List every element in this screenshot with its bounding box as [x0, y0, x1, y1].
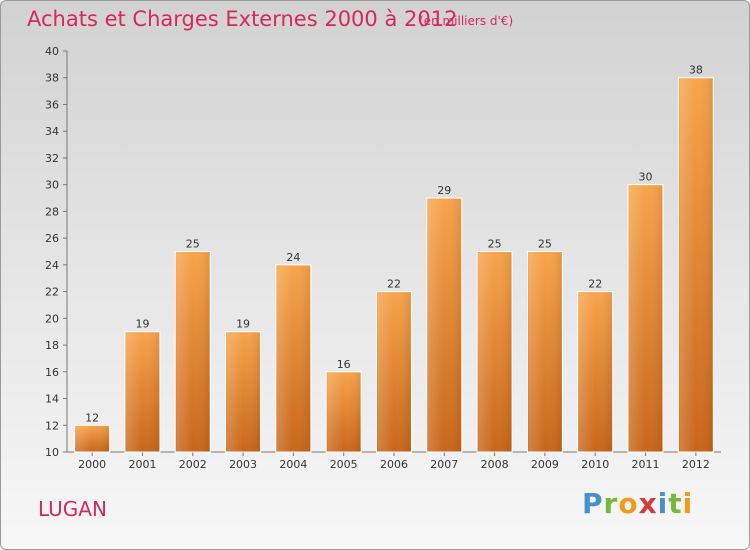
x-tick-label: 2012: [682, 458, 710, 471]
chart-subtitle: (en milliers d'€): [419, 14, 514, 28]
y-tick-label: 18: [45, 339, 59, 352]
logo-letter: x: [638, 487, 658, 520]
x-tick-label: 2008: [481, 458, 509, 471]
bar-shade-2009: [528, 252, 562, 452]
y-tick-label: 24: [45, 259, 59, 272]
y-tick-label: 38: [45, 72, 59, 85]
y-tick-label: 16: [45, 366, 59, 379]
bar-value-label: 25: [488, 238, 502, 251]
y-tick-label: 30: [45, 179, 59, 192]
logo-letter: r: [603, 487, 619, 520]
y-tick-label: 36: [45, 98, 59, 111]
x-tick-label: 2003: [229, 458, 257, 471]
x-tick-label: 2011: [632, 458, 660, 471]
bar-shade-2004: [276, 265, 310, 452]
y-tick-label: 28: [45, 205, 59, 218]
bar-shade-2003: [226, 332, 260, 452]
x-tick-label: 2000: [78, 458, 106, 471]
y-tick-label: 12: [45, 419, 59, 432]
chart-title: Achats et Charges Externes 2000 à 2012: [27, 7, 458, 31]
bar-value-label: 19: [135, 318, 149, 331]
bar-value-label: 25: [538, 238, 552, 251]
commune-name: LUGAN: [38, 497, 107, 521]
y-tick-label: 34: [45, 125, 59, 138]
logo-letter: i: [657, 487, 669, 520]
bar-shade-2001: [125, 332, 159, 452]
x-tick-label: 2002: [179, 458, 207, 471]
bar-shade-2000: [75, 426, 109, 452]
x-tick-label: 2010: [581, 458, 609, 471]
y-tick-label: 10: [45, 446, 59, 459]
bar-shade-2007: [427, 199, 461, 452]
logo-letter: o: [618, 487, 639, 520]
y-tick-label: 22: [45, 286, 59, 299]
y-tick-label: 26: [45, 232, 59, 245]
bar-value-label: 16: [337, 358, 351, 371]
y-tick-label: 40: [45, 45, 59, 58]
bar-value-label: 22: [588, 278, 602, 291]
bar-value-label: 22: [387, 278, 401, 291]
logo-letter: P: [582, 487, 604, 520]
bar-shade-2012: [679, 78, 713, 452]
bar-value-label: 25: [186, 238, 200, 251]
logo-letter: t: [668, 487, 683, 520]
bar-value-label: 19: [236, 318, 250, 331]
logo-letter: i: [682, 487, 694, 520]
proxiti-logo: Proxiti: [582, 487, 693, 520]
bar-value-label: 24: [286, 251, 300, 264]
bar-shade-2008: [478, 252, 512, 452]
y-tick-label: 32: [45, 152, 59, 165]
y-tick-label: 14: [45, 393, 59, 406]
bar-value-label: 30: [639, 171, 653, 184]
bar-shade-2002: [176, 252, 210, 452]
x-tick-label: 2001: [128, 458, 156, 471]
bar-shade-2005: [327, 372, 361, 452]
x-tick-label: 2007: [430, 458, 458, 471]
bar-shade-2010: [578, 292, 612, 452]
x-tick-label: 2006: [380, 458, 408, 471]
bar-value-label: 29: [437, 184, 451, 197]
x-tick-label: 2009: [531, 458, 559, 471]
bar-value-label: 12: [85, 411, 99, 424]
bar-shade-2006: [377, 292, 411, 452]
bar-value-label: 38: [689, 64, 703, 77]
bar-shade-2011: [629, 185, 663, 452]
x-tick-label: 2004: [279, 458, 307, 471]
x-tick-label: 2005: [330, 458, 358, 471]
y-tick-label: 20: [45, 312, 59, 325]
